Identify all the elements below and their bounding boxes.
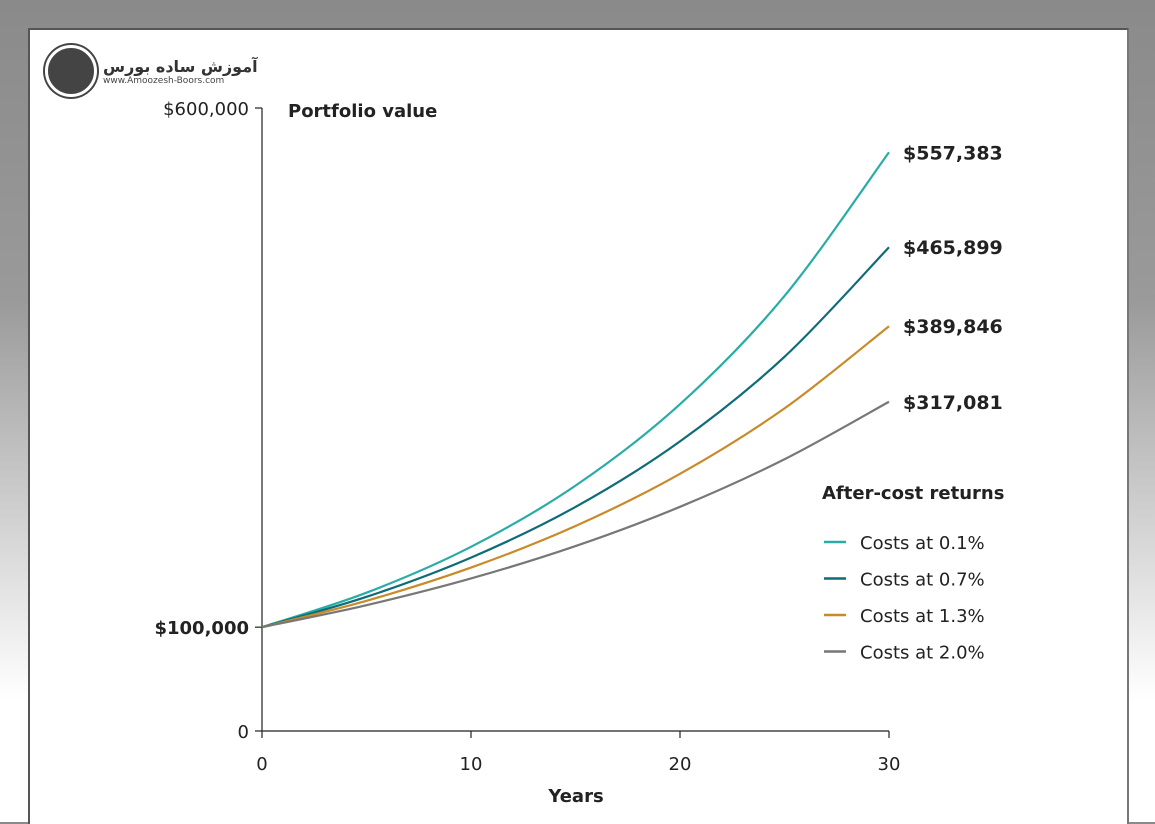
logo-name: آموزش ساده بورس — [103, 56, 258, 76]
x-tick-label: 20 — [669, 754, 692, 775]
y-tick-label: 0 — [238, 722, 249, 743]
series-line — [261, 151, 890, 629]
chart-card — [28, 28, 1129, 824]
x-tick-label: 30 — [878, 754, 901, 775]
series-line — [261, 400, 890, 629]
legend-title: After-cost returns — [822, 483, 1004, 504]
chart-title: Portfolio value — [288, 101, 437, 122]
end-value-label: $317,081 — [903, 392, 1003, 414]
globe-chart-icon — [45, 45, 97, 97]
x-axis-label: Years — [547, 786, 603, 807]
logo-url: www.Amoozesh-Boors.com — [103, 75, 225, 86]
x-tick-label: 10 — [460, 754, 483, 775]
legend-label: Costs at 2.0% — [860, 643, 985, 664]
end-value-label: $465,899 — [903, 237, 1003, 259]
x-tick-label: 0 — [256, 754, 267, 775]
end-value-label: $557,383 — [903, 142, 1003, 164]
series-line — [261, 246, 890, 629]
y-tick-label: $100,000 — [154, 618, 249, 639]
y-tick-label: $600,000 — [163, 99, 249, 120]
legend-label: Costs at 0.1% — [860, 533, 985, 554]
logo: آموزش ساده بورس www.Amoozesh-Boors.com — [45, 45, 258, 97]
series-line — [261, 325, 890, 629]
legend-label: Costs at 1.3% — [860, 606, 985, 627]
end-value-label: $389,846 — [903, 316, 1003, 338]
legend-label: Costs at 0.7% — [860, 570, 985, 591]
